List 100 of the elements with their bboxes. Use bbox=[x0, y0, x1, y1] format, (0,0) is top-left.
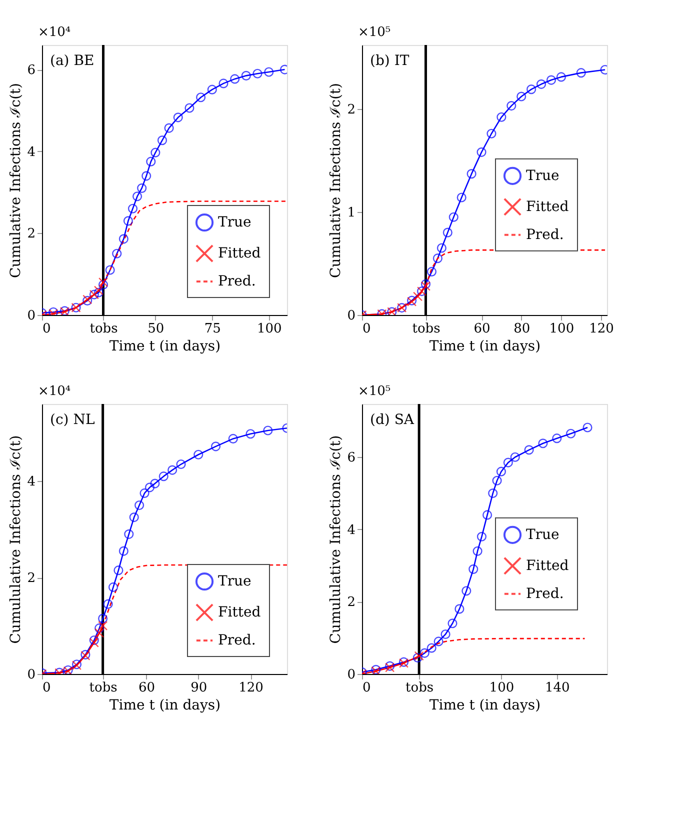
text: ×10⁵ bbox=[358, 384, 391, 399]
point bbox=[448, 618, 458, 628]
point bbox=[118, 234, 128, 244]
point bbox=[207, 84, 217, 94]
y-axis-title: Cumulative Infections ℐc(t) bbox=[328, 82, 344, 278]
point bbox=[264, 67, 274, 77]
point bbox=[462, 586, 472, 596]
point bbox=[105, 265, 115, 275]
point bbox=[526, 84, 536, 94]
point bbox=[89, 635, 99, 646]
y-tick-label: 0 bbox=[347, 308, 356, 324]
point bbox=[241, 70, 251, 80]
point bbox=[456, 192, 466, 202]
point bbox=[230, 74, 240, 84]
point bbox=[476, 532, 486, 542]
point bbox=[98, 621, 108, 631]
point bbox=[476, 147, 486, 157]
point bbox=[412, 292, 423, 302]
x-tick-label: 75 bbox=[204, 322, 221, 336]
point bbox=[108, 582, 118, 592]
point bbox=[184, 103, 194, 113]
point bbox=[488, 488, 498, 498]
point bbox=[546, 75, 556, 85]
x-tick-label: 100 bbox=[489, 680, 514, 696]
x-tick-label: 60 bbox=[474, 322, 490, 336]
point bbox=[552, 434, 562, 444]
legend-label: True bbox=[526, 168, 560, 184]
point bbox=[146, 156, 156, 166]
x-tick-label: 120 bbox=[589, 322, 614, 336]
point bbox=[210, 442, 221, 452]
y-tick-label: 1 bbox=[347, 205, 356, 220]
point bbox=[426, 266, 436, 276]
point bbox=[503, 458, 513, 468]
point bbox=[98, 280, 108, 290]
y-tick-label: 0 bbox=[347, 668, 356, 682]
point bbox=[566, 428, 576, 438]
x-tick-label: tobs bbox=[90, 322, 118, 336]
point bbox=[492, 476, 502, 486]
point bbox=[448, 212, 458, 222]
text: (c) NL bbox=[50, 412, 95, 428]
text: (d) SA bbox=[370, 412, 415, 428]
legend-label: True bbox=[218, 574, 252, 590]
x-tick-label: tobs bbox=[412, 322, 440, 336]
y-axis-title: Cumululative Infections ℐc(t) bbox=[328, 435, 344, 644]
point bbox=[89, 638, 99, 648]
point bbox=[129, 512, 139, 522]
x-axis-title: Time t (in days) bbox=[109, 338, 221, 354]
y-tick-label: 4 bbox=[27, 474, 36, 490]
text: ×10⁴ bbox=[38, 25, 71, 40]
x-tick-label: 100 bbox=[256, 322, 282, 336]
text: ×10⁴ bbox=[38, 384, 71, 399]
point bbox=[123, 216, 133, 226]
point bbox=[426, 643, 436, 653]
point bbox=[482, 510, 492, 520]
x-tick-label: 50 bbox=[148, 322, 164, 336]
point bbox=[432, 254, 442, 264]
legend-label: Fitted bbox=[218, 246, 261, 262]
y-tick-label: 2 bbox=[27, 571, 36, 586]
point bbox=[134, 500, 144, 510]
point bbox=[263, 426, 273, 436]
point bbox=[466, 169, 476, 179]
point bbox=[173, 112, 183, 122]
text: (b) IT bbox=[370, 53, 410, 69]
point bbox=[556, 72, 566, 82]
y-axis-title: Cumulative Infections ℐc(t) bbox=[8, 82, 24, 278]
point bbox=[140, 488, 150, 498]
point bbox=[228, 434, 238, 444]
x-tick-label: tobs bbox=[406, 680, 434, 696]
point bbox=[196, 92, 206, 102]
point bbox=[536, 79, 546, 89]
point bbox=[496, 466, 506, 476]
point bbox=[436, 243, 446, 253]
point bbox=[142, 171, 152, 181]
point bbox=[94, 628, 104, 638]
point bbox=[454, 604, 464, 614]
point bbox=[168, 465, 178, 475]
y-tick-label: 0 bbox=[27, 668, 36, 682]
point bbox=[94, 623, 104, 633]
legend-label: Pred. bbox=[526, 586, 564, 602]
point bbox=[98, 614, 108, 624]
legend-label: Pred. bbox=[218, 274, 256, 290]
x-axis-title: Time t (in days) bbox=[109, 698, 221, 714]
point bbox=[103, 599, 113, 609]
legend-label: Fitted bbox=[526, 198, 569, 215]
text: (a) BE bbox=[50, 53, 94, 69]
point bbox=[164, 123, 174, 133]
x-tick-label: 140 bbox=[544, 680, 570, 696]
x-tick-label: 90 bbox=[190, 680, 208, 696]
point bbox=[468, 564, 478, 574]
point bbox=[516, 92, 526, 102]
x-tick-label: 120 bbox=[238, 680, 264, 696]
point bbox=[538, 438, 548, 448]
point bbox=[132, 192, 142, 202]
x-tick-label: tobs bbox=[89, 680, 118, 696]
x-tick-label: 0 bbox=[362, 322, 371, 336]
legend-label: Pred. bbox=[526, 226, 564, 243]
point bbox=[510, 452, 520, 462]
point bbox=[137, 183, 147, 193]
y-tick-label: 2 bbox=[347, 595, 356, 610]
point bbox=[144, 482, 155, 492]
